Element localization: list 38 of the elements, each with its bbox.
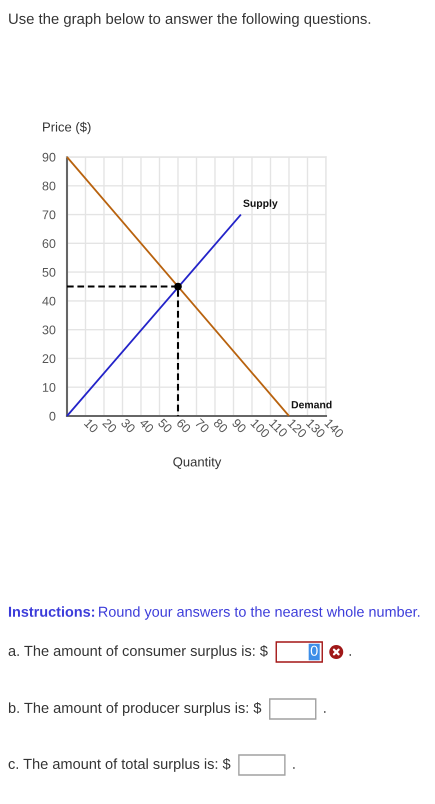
series-label: Demand	[292, 400, 332, 408]
text: .	[324, 711, 326, 713]
x-tick-label: 10	[84, 418, 99, 434]
y-tick-label: 60	[42, 239, 56, 248]
chart-title: Use the graph below to answer the following questions.	[9, 13, 370, 27]
y-tick-label: 0	[49, 412, 56, 421]
x-tick-label: 40	[138, 418, 154, 434]
x-tick-label: 90	[232, 418, 247, 434]
text: Instructions:	[8, 606, 94, 617]
y-tick-label: 90	[42, 152, 56, 162]
x-tick-label: 60	[176, 418, 192, 434]
text: .	[293, 767, 295, 769]
y-tick-label: 80	[42, 182, 56, 190]
x-tick-label: 30	[120, 418, 136, 434]
x-tick-label: 20	[102, 418, 118, 434]
x-tick-label: 80	[213, 418, 228, 434]
text: Round your answers to the nearest whole number.	[99, 606, 420, 620]
y-axis-title: Price ($)	[43, 122, 91, 134]
x-tick-label: 130	[306, 418, 326, 438]
y-tick-label: 20	[42, 354, 56, 364]
y-tick-label: 70	[42, 210, 56, 220]
y-tick-label: 30	[42, 325, 56, 334]
y-tick-label: 50	[42, 268, 56, 277]
text: 0	[310, 646, 318, 656]
x-axis-title: Quantity	[173, 456, 222, 470]
x-tick-label: 70	[194, 418, 210, 434]
text: a. The amount of consumer surplus is: $	[8, 645, 268, 659]
x-tick-label: 100	[250, 418, 270, 438]
series-label: Supply	[243, 199, 278, 209]
text: .	[350, 654, 351, 656]
x-tick-label: 120	[287, 418, 308, 438]
text: b. The amount of producer surplus is: $	[8, 702, 262, 716]
x-tick-label: 110	[268, 418, 288, 438]
y-tick-label: 40	[42, 296, 56, 306]
x-tick-label: 140	[324, 418, 344, 438]
text: c. The amount of total surplus is: $	[8, 758, 230, 772]
y-tick-label: 10	[42, 383, 56, 392]
x-tick-label: 50	[157, 418, 173, 434]
